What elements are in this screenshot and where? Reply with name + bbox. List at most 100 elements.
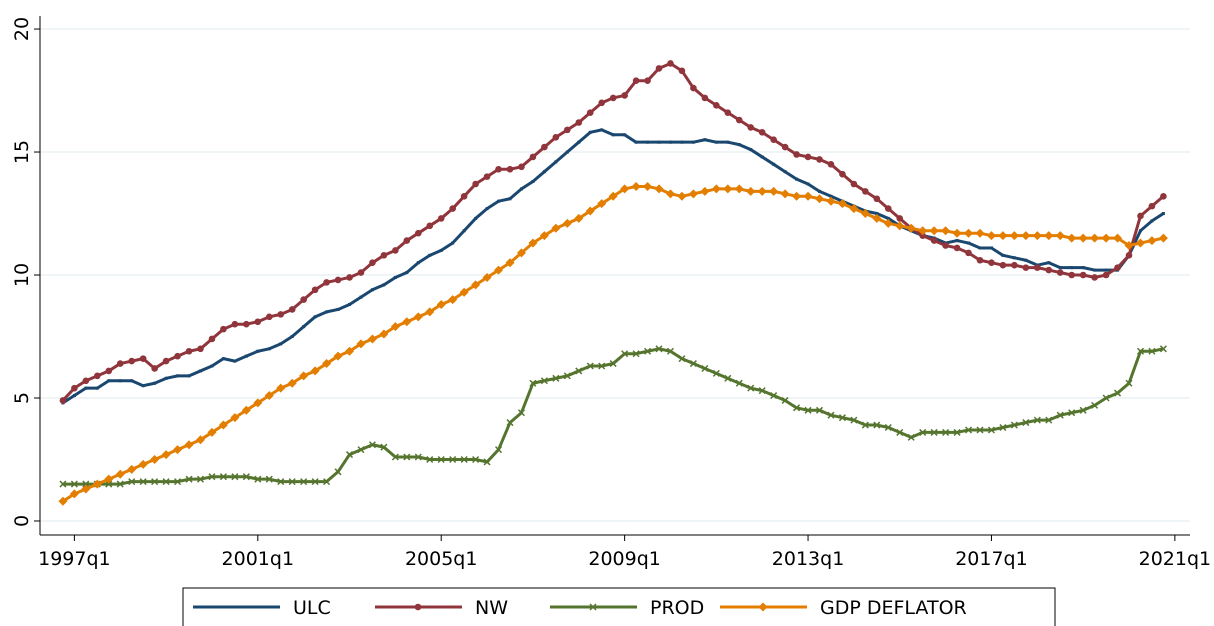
marker [162,478,170,486]
series [61,128,1165,405]
marker [267,347,271,351]
marker [929,226,939,236]
marker [861,421,869,429]
marker [734,184,744,194]
marker [998,231,1008,241]
marker [860,209,870,219]
marker [495,446,503,454]
marker [597,199,607,209]
marker [816,156,823,163]
marker [714,140,718,144]
marker [196,475,205,483]
marker [105,367,113,375]
marker [139,478,147,486]
marker [781,143,789,151]
marker [1056,411,1064,419]
marker [552,374,560,382]
marker [952,228,962,238]
marker [655,65,663,72]
marker [333,351,343,361]
marker [323,279,330,286]
line [62,184,1164,503]
marker [713,101,720,109]
marker [220,325,227,333]
marker [837,199,847,209]
marker [886,216,890,220]
marker [586,109,594,116]
marker [357,269,365,276]
marker [313,315,317,319]
marker [221,357,225,361]
legend-label: GDP DEFLATOR [820,597,967,619]
marker [747,124,755,131]
marker [288,306,296,313]
marker [207,427,217,437]
marker [999,423,1007,432]
marker [906,223,916,233]
marker [254,318,262,326]
marker [173,445,183,455]
marker [1137,212,1144,220]
marker [872,213,882,223]
marker [529,379,537,387]
marker [562,218,572,228]
marker [827,161,835,168]
y-tick-label: 20 [11,17,33,41]
marker [414,453,422,461]
marker [942,428,950,436]
marker [896,215,904,222]
marker [84,386,88,390]
marker [804,406,812,414]
marker [231,473,239,481]
marker [485,207,489,211]
marker [1022,264,1030,271]
marker [70,480,78,488]
marker [942,242,949,249]
marker [804,153,812,161]
marker [883,218,893,228]
marker [976,426,984,434]
marker [781,396,789,404]
marker [151,478,159,486]
marker [482,272,492,282]
marker [116,360,124,367]
marker [1125,252,1133,259]
marker [346,274,353,281]
marker [230,413,240,423]
marker [107,379,111,383]
x-tick-label: 2005q1 [405,548,478,570]
marker [208,335,216,343]
marker [976,256,984,264]
marker [760,155,764,159]
marker [588,130,592,134]
y-tick-label: 10 [11,263,33,287]
marker [243,320,250,328]
marker [758,602,768,612]
marker [1079,271,1087,279]
marker [69,489,79,499]
marker [505,258,515,268]
marker [1068,271,1075,279]
marker [128,357,136,365]
marker [783,170,787,174]
marker [506,165,514,173]
series [59,60,1167,404]
marker [1001,253,1005,257]
marker [1022,419,1030,427]
marker [359,295,363,299]
marker [370,288,374,292]
marker [655,345,663,353]
marker [895,221,905,231]
marker [850,180,858,188]
marker [1032,231,1042,241]
marker [176,374,180,378]
marker [700,186,710,196]
marker [414,603,422,611]
marker [632,77,640,84]
marker [757,186,767,196]
marker [367,334,377,344]
y-tick-label: 5 [11,392,33,404]
marker [792,191,802,201]
marker [1024,258,1028,262]
marker [128,478,136,486]
